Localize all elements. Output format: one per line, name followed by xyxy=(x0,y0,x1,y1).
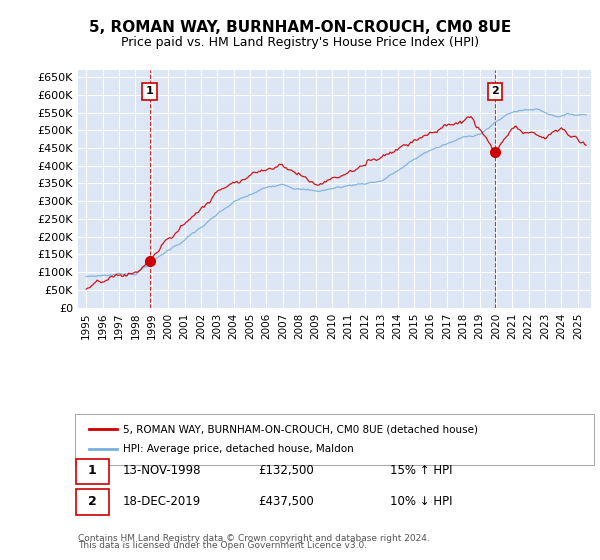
Text: HPI: Average price, detached house, Maldon: HPI: Average price, detached house, Mald… xyxy=(123,445,354,455)
Text: This data is licensed under the Open Government Licence v3.0.: This data is licensed under the Open Gov… xyxy=(78,541,367,550)
Text: 2: 2 xyxy=(88,494,97,508)
Text: 2: 2 xyxy=(491,86,499,96)
Text: 5, ROMAN WAY, BURNHAM-ON-CROUCH, CM0 8UE: 5, ROMAN WAY, BURNHAM-ON-CROUCH, CM0 8UE xyxy=(89,20,511,35)
Text: £437,500: £437,500 xyxy=(258,494,314,508)
Text: £132,500: £132,500 xyxy=(258,464,314,477)
Text: 1: 1 xyxy=(146,86,154,96)
Text: 15% ↑ HPI: 15% ↑ HPI xyxy=(390,464,452,477)
Text: 1: 1 xyxy=(88,464,97,477)
Text: 13-NOV-1998: 13-NOV-1998 xyxy=(123,464,202,477)
Text: 5, ROMAN WAY, BURNHAM-ON-CROUCH, CM0 8UE (detached house): 5, ROMAN WAY, BURNHAM-ON-CROUCH, CM0 8UE… xyxy=(123,424,478,435)
Text: Contains HM Land Registry data © Crown copyright and database right 2024.: Contains HM Land Registry data © Crown c… xyxy=(78,534,430,543)
Text: 18-DEC-2019: 18-DEC-2019 xyxy=(123,494,201,508)
Text: 10% ↓ HPI: 10% ↓ HPI xyxy=(390,494,452,508)
Text: Price paid vs. HM Land Registry's House Price Index (HPI): Price paid vs. HM Land Registry's House … xyxy=(121,36,479,49)
